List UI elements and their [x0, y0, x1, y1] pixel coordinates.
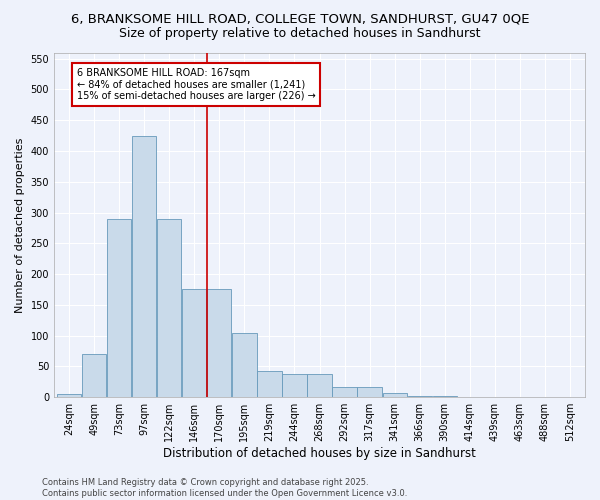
Bar: [182, 290, 206, 397]
Bar: [407, 396, 432, 397]
Y-axis label: Number of detached properties: Number of detached properties: [15, 137, 25, 312]
Text: 6, BRANKSOME HILL ROAD, COLLEGE TOWN, SANDHURST, GU47 0QE: 6, BRANKSOME HILL ROAD, COLLEGE TOWN, SA…: [71, 12, 529, 26]
X-axis label: Distribution of detached houses by size in Sandhurst: Distribution of detached houses by size …: [163, 447, 476, 460]
Bar: [257, 372, 281, 397]
Bar: [82, 354, 106, 397]
Bar: [107, 218, 131, 397]
Bar: [383, 393, 407, 397]
Bar: [332, 386, 357, 397]
Bar: [157, 218, 181, 397]
Bar: [433, 396, 457, 397]
Bar: [132, 136, 157, 397]
Bar: [458, 396, 482, 397]
Bar: [283, 374, 307, 397]
Bar: [207, 290, 232, 397]
Text: Contains HM Land Registry data © Crown copyright and database right 2025.
Contai: Contains HM Land Registry data © Crown c…: [42, 478, 407, 498]
Bar: [232, 332, 257, 397]
Text: 6 BRANKSOME HILL ROAD: 167sqm
← 84% of detached houses are smaller (1,241)
15% o: 6 BRANKSOME HILL ROAD: 167sqm ← 84% of d…: [77, 68, 316, 101]
Text: Size of property relative to detached houses in Sandhurst: Size of property relative to detached ho…: [119, 28, 481, 40]
Bar: [307, 374, 332, 397]
Bar: [57, 394, 81, 397]
Bar: [358, 386, 382, 397]
